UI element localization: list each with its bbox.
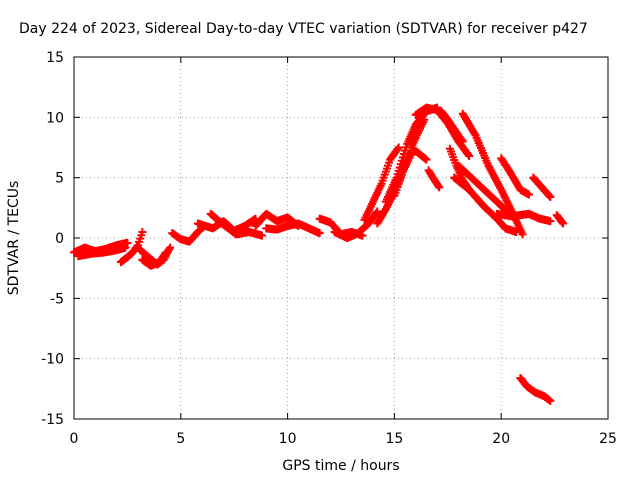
series-track-24 [450,173,521,236]
series-track-10 [262,219,324,238]
data-point [464,150,473,159]
data-point [422,155,431,164]
data-point [546,396,555,405]
data-point [518,230,527,239]
data-point [545,191,554,200]
grid-lines [74,57,608,419]
data-point [393,145,402,154]
series-track-29 [516,373,555,405]
series-track-19 [405,147,431,164]
y-axis-label: SDTVAR / TECUs [6,181,22,296]
x-tick-labels: 0 5 10 15 20 25 [70,431,617,447]
series-track-27 [529,173,555,201]
x-tick-label: 5 [176,431,185,447]
series-track-28 [552,211,568,228]
data-point [161,248,170,257]
data-point [166,243,175,252]
data-point [138,227,147,236]
series-track-22 [458,109,527,239]
x-tick-label: 10 [279,431,297,447]
data-point [559,219,568,228]
series-track-20 [424,166,444,192]
data-point [123,238,132,247]
series-track-8 [206,209,266,240]
series-track-13 [360,143,403,224]
data-point [373,207,382,216]
series-track-12 [330,207,382,242]
data-point [512,227,521,236]
data-point [524,190,533,199]
y-tick-label: -5 [50,291,64,307]
y-tick-label: -10 [41,352,64,368]
data-point [394,143,403,152]
series-track-25 [492,209,555,226]
data-point [434,181,443,190]
data-point [465,151,474,160]
data-point [315,229,324,238]
series-track-16 [390,115,429,200]
y-tick-label: 5 [55,171,64,187]
data-point [372,208,381,217]
y-tick-label: 10 [46,110,64,126]
axis-ticks [73,56,609,420]
data-point [558,218,567,227]
series-track-26 [497,154,533,199]
y-tick-label: 15 [46,50,64,66]
x-tick-label: 20 [492,431,510,447]
data-point [546,217,555,226]
data-point [546,192,555,201]
series-track-5 [138,248,170,270]
data-point [257,231,266,240]
x-tick-label: 25 [599,431,617,447]
x-tick-label: 0 [70,431,79,447]
series-track-23 [454,161,514,218]
data-point [160,250,169,259]
series-track-18 [411,103,474,160]
data-point [121,243,130,252]
x-tick-label: 15 [385,431,403,447]
x-axis-label: GPS time / hours [282,458,399,474]
chart-title: Day 224 of 2023, Sidereal Day-to-day VTE… [19,21,588,37]
y-tick-label: -15 [41,412,64,428]
y-tick-labels: -15 -10 -5 0 5 10 15 [41,50,64,428]
series-track-2 [74,243,130,261]
data-point [435,183,444,192]
data-point [420,115,429,124]
y-tick-label: 0 [55,231,64,247]
data-points [70,103,568,405]
